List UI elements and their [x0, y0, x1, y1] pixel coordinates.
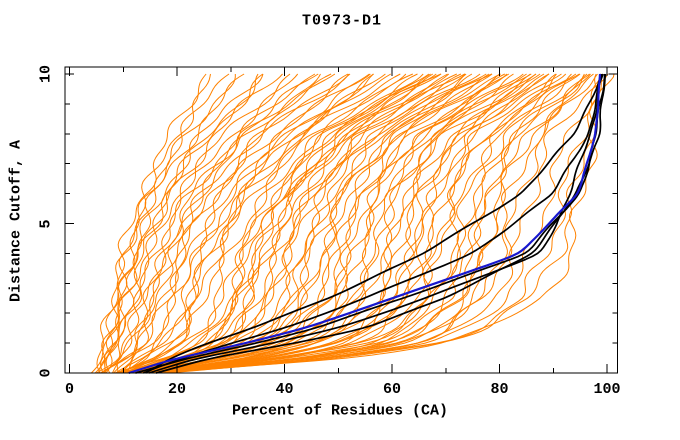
chart-title: T0973-D1 — [301, 12, 383, 30]
model-ensemble-curve — [150, 73, 609, 374]
x-tick-label: 80 — [490, 381, 509, 398]
model-ensemble-curve — [129, 73, 466, 374]
model-ensemble-curve — [156, 73, 585, 374]
model-ensemble-curve — [116, 73, 316, 374]
model-ensemble-curve — [150, 73, 537, 374]
model-ensemble-curve — [99, 73, 283, 374]
model-ensemble-curve — [116, 73, 450, 374]
model-ensemble-curve — [103, 73, 259, 374]
model-ensemble-curve — [105, 73, 291, 374]
model-ensemble-curve — [158, 73, 588, 374]
model-ensemble-curve — [104, 73, 230, 374]
model-ensemble-curve — [121, 73, 374, 374]
model-ensemble-curve — [147, 73, 590, 374]
model-ensemble-curve — [132, 73, 434, 374]
model-ensemble-curve — [117, 73, 407, 374]
x-tick-label: 60 — [382, 381, 402, 398]
model-ensemble-curve — [131, 73, 462, 374]
y-tick-label: 5 — [37, 218, 55, 229]
y-tick-label: 10 — [37, 64, 55, 84]
model-ensemble-curve — [105, 73, 264, 374]
model-ensemble-curve — [129, 73, 493, 374]
highlighted-model-curve — [128, 73, 602, 375]
model-ensemble-curve — [168, 73, 598, 374]
x-tick-label: 20 — [167, 381, 187, 398]
y-tick-label: 0 — [37, 368, 55, 378]
model-ensemble-curve — [119, 73, 374, 374]
model-ensemble-curve — [149, 73, 557, 374]
model-ensemble-curve — [153, 73, 598, 374]
model-ensemble-curve — [131, 73, 481, 374]
model-ensemble-curve — [125, 73, 414, 374]
model-ensemble-curve — [149, 73, 577, 374]
x-tick-label: 40 — [275, 381, 294, 398]
model-ensemble-curve — [126, 73, 430, 374]
selected-models-curve — [145, 73, 603, 374]
model-ensemble-curve — [103, 73, 349, 374]
model-ensemble-curve — [146, 73, 500, 374]
model-ensemble-curve — [140, 73, 448, 374]
model-ensemble-curve — [99, 73, 245, 374]
model-ensemble-curve — [151, 73, 567, 374]
y-axis-label: Distance Cutoff, A — [7, 139, 25, 303]
model-ensemble-curve — [96, 73, 299, 374]
model-ensemble-curve — [115, 73, 370, 374]
model-ensemble-curve — [125, 73, 351, 374]
model-ensemble-curve — [144, 73, 531, 374]
model-ensemble-curve — [146, 73, 562, 374]
model-ensemble-curve — [119, 73, 371, 374]
model-ensemble-curve — [162, 73, 603, 374]
x-tick-label: 100 — [593, 381, 621, 398]
selected-models-curve — [148, 73, 603, 374]
model-ensemble-curve — [96, 73, 207, 374]
model-ensemble-curve — [113, 73, 336, 374]
model-ensemble-curve — [145, 73, 527, 374]
model-ensemble-curve — [145, 73, 501, 374]
model-ensemble-curve — [132, 73, 442, 374]
model-ensemble-curve — [150, 73, 604, 374]
model-ensemble-curve — [126, 73, 493, 374]
plot-frame — [64, 66, 618, 374]
model-ensemble-curve — [137, 73, 537, 374]
selected-models-curve — [155, 73, 607, 374]
model-ensemble-curve — [148, 73, 572, 374]
model-ensemble-curve — [133, 73, 506, 374]
model-ensemble-curve — [141, 73, 541, 374]
x-tick-label: 0 — [64, 381, 75, 398]
model-ensemble-curve — [129, 73, 424, 374]
x-axis-label: Percent of Residues (CA) — [231, 402, 449, 420]
model-ensemble-curve — [140, 73, 467, 374]
model-ensemble-curve — [146, 73, 545, 374]
model-ensemble-curve — [100, 73, 264, 374]
selected-models-curve — [142, 73, 604, 374]
model-ensemble-curve — [152, 73, 580, 374]
model-ensemble-curve — [140, 73, 490, 374]
